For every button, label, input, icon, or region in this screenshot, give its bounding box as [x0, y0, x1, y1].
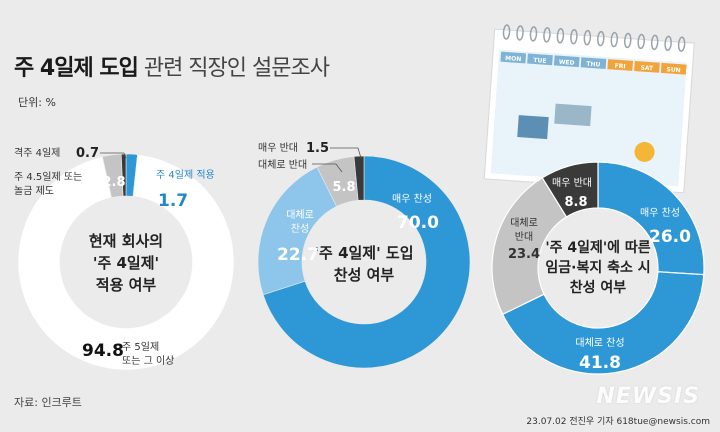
- pie-slice: [262, 155, 471, 369]
- newsis-watermark: NEWSIS: [596, 384, 700, 409]
- title-rest: 관련 직장인 설문조사: [143, 56, 330, 81]
- calendar-day-header: [580, 57, 607, 70]
- pie-slice: [597, 161, 705, 276]
- calendar-ring: [677, 36, 686, 52]
- calendar-day-label: SUN: [666, 66, 681, 74]
- calendar-ring: [583, 29, 592, 46]
- calendar-ring: [650, 34, 659, 51]
- center-label: 현재 회사의: [89, 232, 163, 250]
- pie-slice: [17, 154, 235, 371]
- source-label: 자료: 인크루트: [14, 396, 82, 409]
- pie-slice: [541, 161, 599, 218]
- slice-label: 대체로: [510, 217, 538, 229]
- calendar-day-header: [607, 59, 634, 71]
- float-ring-shape: [634, 141, 655, 162]
- slice-value: 0.7: [76, 146, 99, 161]
- slice-value: 94.8: [82, 341, 124, 361]
- slice-label: 주 4일제 적용: [156, 169, 215, 181]
- credit-label: 23.07.02 전진우 기자 618tue@newsis.com: [526, 417, 710, 427]
- calendar-day-label: MON: [505, 55, 522, 63]
- calendar-day-label: FRI: [614, 63, 625, 71]
- slice-label: 주 4.5일제 또는: [14, 171, 82, 183]
- calendar-ring: [529, 26, 538, 42]
- slice-label: 대체로 찬성: [575, 337, 624, 349]
- center-label: '주 4일제' 도입: [314, 244, 413, 262]
- calendar-ring: [637, 33, 645, 50]
- slice-value: 2.8: [102, 175, 125, 190]
- unit-label: 단위: %: [18, 96, 56, 109]
- calendar-illustration: MON TUE WED THU FRI SAT SUN: [483, 24, 695, 194]
- slice-value: 5.8: [332, 180, 355, 195]
- calendar-ring: [516, 25, 524, 41]
- slice-label: 매우 반대: [258, 142, 298, 154]
- calendar-day-header: [500, 51, 527, 64]
- slice-label: 대체로 반대: [258, 159, 307, 171]
- slice-value: 1.5: [306, 141, 329, 156]
- slice-label: 놀금 제도: [14, 185, 54, 197]
- chart-1: 현재 회사의 '주 4일제' 적용 여부 주 4일제 적용 1.7 94.8주 5일제또는…: [14, 146, 235, 371]
- calendar-ring: [570, 28, 578, 45]
- calendar-day-label: THU: [586, 61, 601, 69]
- slice-label: 매우 찬성: [640, 207, 680, 219]
- calendar-ring: [623, 32, 632, 49]
- center-label: '주 4일제': [93, 254, 159, 272]
- slice-label: 반대: [515, 231, 533, 243]
- calendar-day-label: TUE: [533, 57, 547, 65]
- calendar-day-header: [634, 61, 660, 73]
- slice-value: 23.4: [508, 247, 540, 262]
- pie-slice: [120, 153, 127, 197]
- calendar-day-label: WED: [559, 59, 575, 67]
- slice-value: 22.7: [277, 245, 319, 265]
- pie-slice: [491, 176, 568, 316]
- center-label: 임금·복지 축소 시: [545, 260, 650, 276]
- slice-value: 41.8: [579, 353, 621, 373]
- calendar-ring: [502, 24, 511, 40]
- slice-value: 8.8: [564, 195, 587, 210]
- desk-shape: [554, 103, 592, 127]
- leader-line: [312, 163, 343, 173]
- calendar-ring: [543, 27, 551, 43]
- slice-label: 대체로: [286, 209, 314, 221]
- slice-value: 70.0: [397, 213, 439, 233]
- calendar-day-label: SAT: [640, 64, 654, 72]
- center-label: '주 4일제'에 따른: [545, 240, 650, 256]
- center-label: 찬성 여부: [570, 279, 627, 296]
- calendar-ring: [597, 30, 605, 47]
- slice-label: 또는 그 이상: [122, 355, 174, 367]
- slice-label: 찬성: [291, 223, 309, 235]
- leader-line: [123, 152, 127, 159]
- leader-line: [330, 147, 362, 159]
- calendar-day-header: [660, 62, 687, 75]
- slice-label: 매우 반대: [552, 177, 592, 189]
- slice-label: 주 5일제: [122, 341, 159, 353]
- center-label: 적용 여부: [96, 276, 157, 294]
- slice-label: 매우 찬성: [392, 193, 432, 205]
- slice-value: 26.0: [649, 227, 691, 247]
- page-title: 주 4일제 도입 관련 직장인 설문조사: [14, 50, 330, 82]
- calendar-day-header: [553, 55, 580, 68]
- pie-slice: [501, 271, 705, 375]
- slice-value: 1.7: [158, 191, 188, 211]
- calendar-ring: [556, 28, 565, 44]
- calendar-ring: [610, 31, 619, 48]
- chair-shape: [517, 115, 549, 140]
- calendar-day-header: [527, 53, 553, 66]
- slice-label: 격주 4일제: [14, 146, 60, 159]
- center-label: 찬성 여부: [334, 266, 395, 284]
- calendar-ring: [664, 35, 672, 52]
- pie-slice: [353, 155, 365, 201]
- title-bold: 주 4일제 도입: [14, 56, 139, 81]
